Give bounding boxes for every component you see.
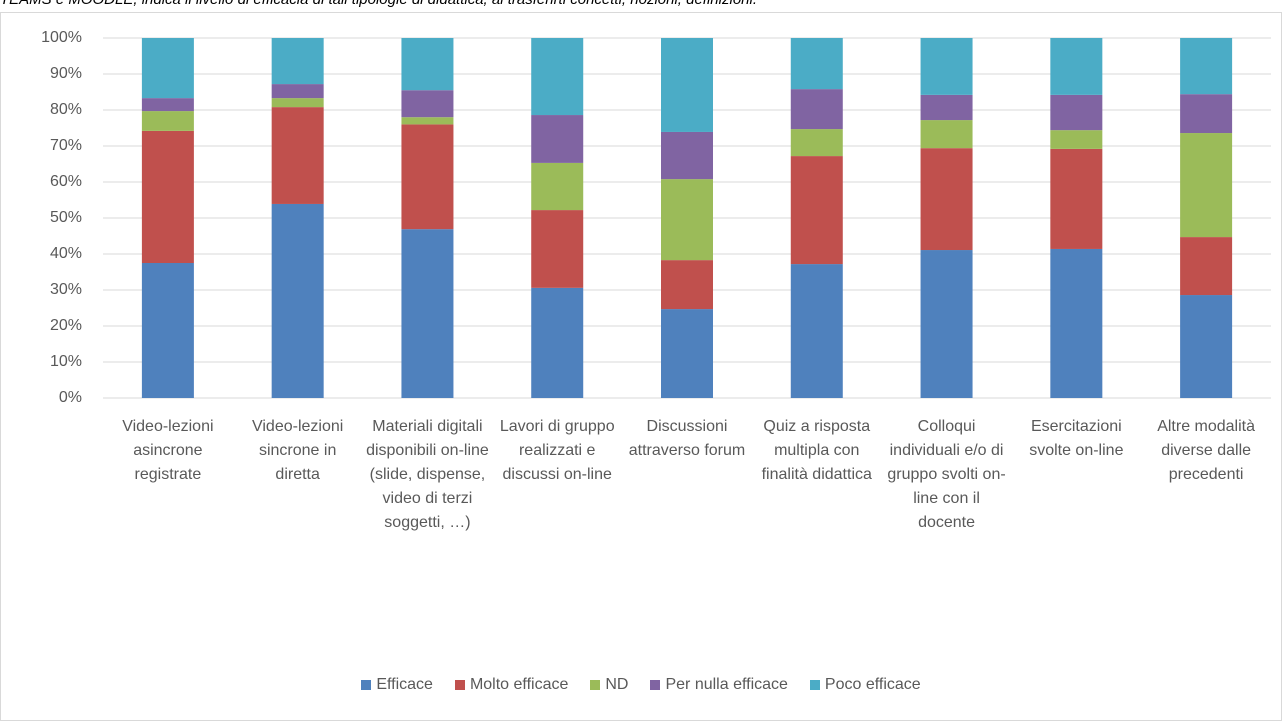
- bar-segment: [920, 120, 973, 149]
- bar-segment: [1050, 148, 1103, 249]
- bar-segment: [790, 129, 843, 157]
- bar-segment: [920, 148, 973, 251]
- y-tick-label: 90%: [50, 65, 82, 82]
- legend-label: Per nulla efficace: [665, 676, 788, 693]
- bar-segment: [1050, 248, 1103, 398]
- x-tick-label: Esercitazioni svolte on-line: [1029, 418, 1124, 459]
- y-tick-label: 100%: [41, 29, 82, 46]
- bar-segment: [531, 162, 584, 211]
- bar-segment: [401, 38, 454, 91]
- bar-segment: [271, 107, 324, 204]
- bar-segment: [920, 38, 973, 95]
- y-tick-label: 30%: [50, 281, 82, 298]
- x-tick-label: Altre modalità diverse dalle precedenti: [1157, 418, 1256, 483]
- legend-swatch: [590, 680, 601, 690]
- legend-swatch: [809, 680, 820, 690]
- x-tick-label: Materiali digitali disponibili on-line (…: [366, 418, 489, 531]
- x-tick-label: Lavori di gruppo realizzati e discussi o…: [499, 418, 615, 483]
- legend-item: ND: [590, 676, 628, 694]
- x-tick-label: Colloqui individuali e/o di gruppo svolt…: [887, 418, 1006, 531]
- bar-segment: [271, 84, 324, 99]
- bar-segment: [790, 156, 843, 265]
- legend-label: Molto efficace: [469, 676, 569, 693]
- x-tick-label: Video-lezioni asincrone registrate: [122, 418, 214, 483]
- bar-segment: [661, 179, 713, 261]
- bar-segment: [1050, 130, 1103, 149]
- bar-segment: [401, 124, 454, 230]
- y-tick-label: 20%: [50, 317, 82, 334]
- bar-segment: [141, 111, 194, 131]
- bar-segment: [1050, 38, 1103, 95]
- bar-segment: [661, 260, 713, 310]
- bar-segment: [141, 263, 194, 398]
- y-tick-label: 0%: [59, 389, 82, 406]
- legend-swatch: [650, 680, 661, 690]
- legend: Efficace Molto efficace ND Per nulla effica…: [0, 676, 1282, 694]
- bar-segment: [531, 287, 584, 398]
- bar-segment: [920, 94, 973, 121]
- y-tick-label: 70%: [50, 137, 82, 154]
- bar-segment: [141, 130, 194, 263]
- bar-segment: [661, 309, 713, 398]
- bar-segment: [141, 38, 194, 99]
- legend-swatch: [361, 680, 372, 690]
- y-tick-label: 50%: [50, 209, 82, 226]
- y-tick-label: 80%: [50, 101, 82, 118]
- bar-segment: [1180, 237, 1233, 296]
- bar-segment: [271, 38, 324, 85]
- x-tick-label: Video-lezioni sincrone in diretta: [251, 418, 344, 483]
- bar-segment: [1180, 295, 1233, 398]
- bar-segment: [1050, 94, 1103, 131]
- y-tick-label: 40%: [50, 245, 82, 262]
- bar-segment: [1180, 38, 1233, 95]
- bar-segment: [531, 210, 584, 288]
- bar-segment: [401, 117, 454, 125]
- legend-label: Efficace: [376, 676, 433, 693]
- legend-item: Poco efficace: [809, 676, 921, 694]
- y-tick-label: 10%: [50, 353, 82, 370]
- bar-segment: [661, 38, 713, 132]
- bar-segment: [531, 38, 584, 116]
- legend-item: Molto efficace: [454, 676, 569, 694]
- legend-label: Poco efficace: [824, 676, 921, 693]
- bar-segment: [271, 98, 324, 108]
- legend-item: Efficace: [361, 676, 433, 694]
- bar-segment: [401, 229, 454, 398]
- bar-segment: [1180, 94, 1233, 134]
- bar-segment: [401, 90, 454, 118]
- bar-segment: [920, 250, 973, 398]
- bar-segment: [1180, 133, 1233, 238]
- bar-segment: [661, 131, 713, 180]
- legend-item: Per nulla efficace: [650, 676, 788, 694]
- chart-title: TEAMS e MOODLE, indica il livello di eff…: [0, 0, 757, 8]
- bar-segment: [531, 115, 584, 163]
- x-tick-label: Discussioni attraverso forum: [628, 418, 746, 459]
- bar-segment: [141, 98, 194, 112]
- x-tick-label: Quiz a risposta multipla con finalità di…: [761, 418, 872, 483]
- y-tick-label: 60%: [50, 173, 82, 190]
- legend-swatch: [454, 680, 465, 690]
- bar-segment: [790, 264, 843, 398]
- bar-segment: [790, 89, 843, 130]
- legend-label: ND: [605, 676, 629, 693]
- bar-segment: [271, 203, 324, 398]
- bar-segment: [790, 38, 843, 90]
